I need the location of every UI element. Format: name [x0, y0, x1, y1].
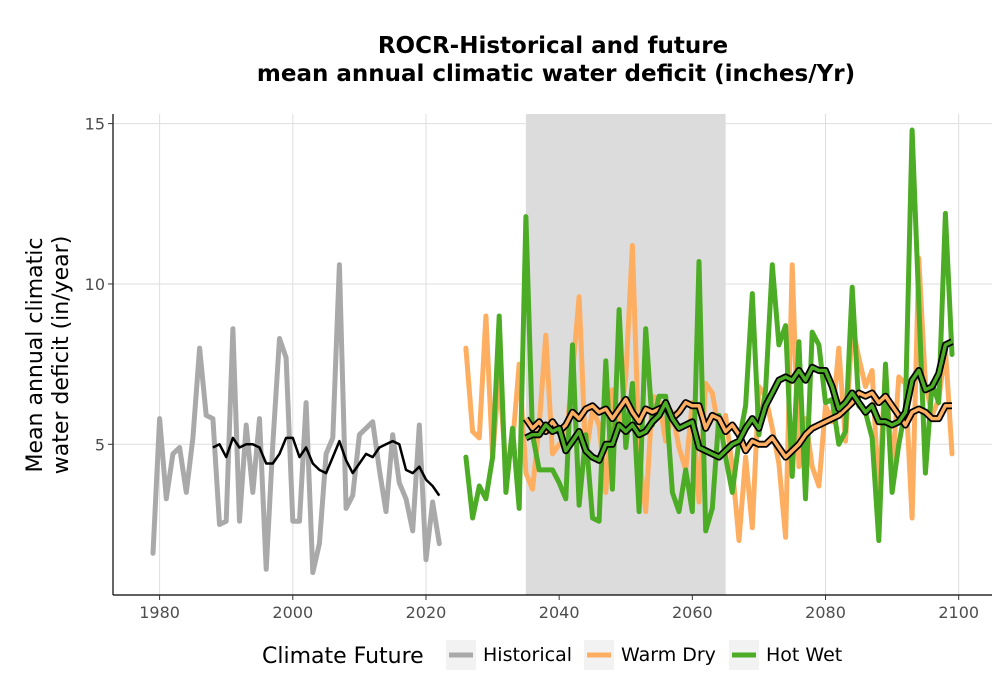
- x-tick-label: 2020: [406, 603, 447, 622]
- y-axis-label-line-1: Mean annual climatic: [23, 238, 48, 473]
- y-tick-label: 5: [95, 435, 105, 454]
- tick-labels: 1980 2000 2020 2040 2060 2080 2100 5 10 15: [85, 115, 979, 622]
- series-line-hot-wet-rolling-mean: [525, 340, 953, 463]
- legend: Climate Future Historical Warm Dry Hot Wet: [262, 640, 842, 670]
- legend-title: Climate Future: [262, 644, 424, 669]
- legend-item-hot-wet: Hot Wet: [729, 640, 842, 670]
- y-tick-label: 15: [85, 115, 105, 134]
- axes: [112, 114, 992, 596]
- x-tick-label: 1980: [139, 603, 180, 622]
- legend-label: Hot Wet: [766, 644, 842, 666]
- legend-label: Warm Dry: [621, 644, 716, 666]
- series-line-hot-wet: [463, 127, 955, 543]
- series-line-historical: [150, 262, 442, 576]
- legend-item-warm-dry: Warm Dry: [584, 640, 716, 670]
- chart-title-line-2: mean annual climatic water deficit (inch…: [257, 61, 855, 87]
- legend-item-historical: Historical: [446, 640, 572, 670]
- y-axis-label-line-2: water deficit (in/year): [49, 236, 74, 475]
- x-tick-label: 2000: [272, 603, 313, 622]
- series-line-historical-rolling-mean: [212, 436, 441, 497]
- y-tick-label: 10: [85, 275, 105, 294]
- chart-title-line-1: ROCR-Historical and future: [378, 33, 728, 59]
- x-tick-label: 2060: [672, 603, 713, 622]
- x-tick-label: 2080: [805, 603, 846, 622]
- x-tick-label: 2040: [539, 603, 580, 622]
- x-tick-label: 2100: [938, 603, 979, 622]
- legend-label: Historical: [483, 644, 572, 666]
- series-line-warm-dry: [463, 243, 955, 543]
- y-axis-label: Mean annual climatic water deficit (in/y…: [23, 236, 74, 475]
- series: [150, 127, 955, 576]
